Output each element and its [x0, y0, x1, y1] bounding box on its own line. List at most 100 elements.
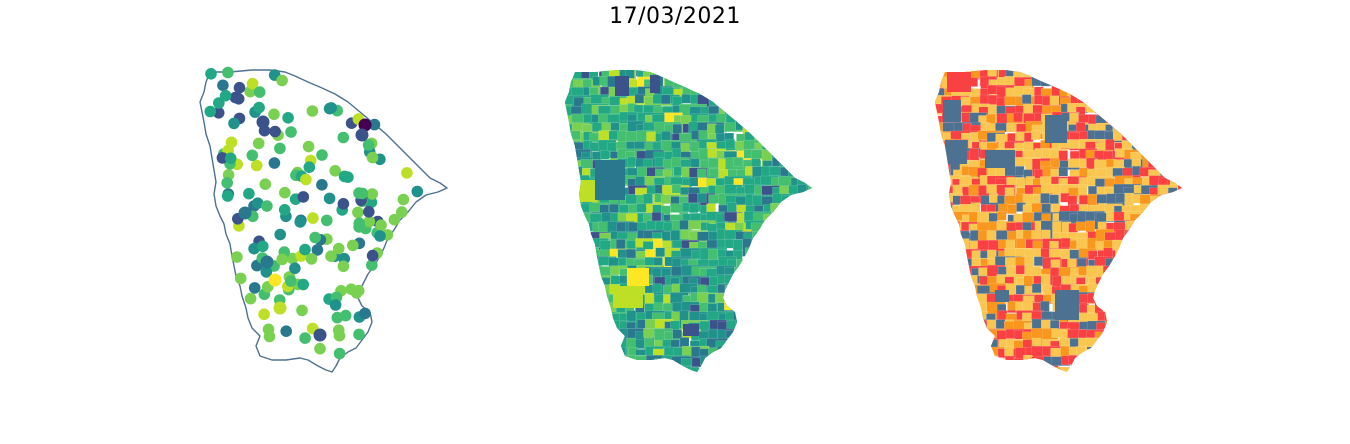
municipality-region: [1157, 237, 1168, 257]
municipality-region: [1151, 259, 1179, 269]
municipality-region: [1121, 286, 1132, 306]
municipality-region: [1159, 375, 1177, 393]
municipality-region: [935, 293, 951, 312]
municipality-region: [1139, 284, 1149, 304]
municipality-region: [565, 267, 566, 277]
municipality-region: [935, 385, 944, 394]
municipality-region: [713, 80, 727, 102]
municipality-region: [949, 321, 969, 340]
municipality-region: [1115, 103, 1144, 114]
municipality-region: [761, 239, 780, 258]
municipality-region: [1045, 115, 1067, 143]
municipality-region: [1098, 382, 1116, 391]
municipality-region: [980, 338, 990, 357]
municipality-region: [751, 346, 779, 356]
municipality-region: [1169, 139, 1182, 158]
municipality-region: [1168, 375, 1186, 384]
municipality-region: [818, 259, 825, 268]
municipality-region: [1132, 97, 1142, 116]
municipality-region: [664, 391, 682, 400]
municipality-region: [1104, 105, 1124, 115]
municipality-region: [583, 276, 602, 286]
municipality-region: [680, 70, 709, 87]
municipality-point: [297, 278, 309, 291]
municipality-region: [565, 366, 572, 372]
municipality-region: [565, 284, 572, 303]
municipality-region: [805, 86, 812, 96]
municipality-region: [968, 300, 978, 311]
municipality-region: [805, 347, 812, 358]
municipality-point: [303, 161, 316, 173]
municipality-region: [1022, 376, 1031, 394]
municipality-region: [1168, 346, 1178, 357]
municipality-region: [1185, 106, 1195, 124]
municipality-region: [950, 374, 968, 392]
municipality-region: [818, 158, 825, 167]
municipality-point: [333, 347, 346, 360]
municipality-point: [350, 287, 363, 299]
municipality-region: [935, 202, 954, 222]
municipality-region: [787, 377, 796, 395]
municipality-region: [600, 354, 619, 372]
municipality-region: [798, 292, 812, 302]
municipality-region: [1168, 318, 1182, 329]
municipality-region: [661, 131, 671, 141]
municipality-region: [925, 346, 934, 364]
municipality-region: [1070, 395, 1079, 400]
municipality-region: [943, 328, 971, 347]
municipality-region: [717, 346, 745, 365]
municipality-region: [818, 140, 826, 158]
municipality-region: [1112, 328, 1140, 338]
municipality-region: [681, 94, 691, 104]
municipality-region: [779, 310, 799, 320]
municipality-region: [565, 313, 573, 323]
municipality-region: [1174, 221, 1182, 231]
municipality-region: [753, 113, 782, 132]
municipality-region: [565, 282, 581, 293]
municipality-region: [1112, 277, 1132, 287]
municipality-region: [797, 70, 812, 89]
municipality-region: [941, 383, 959, 392]
municipality-region: [935, 337, 945, 347]
municipality-point: [279, 186, 291, 199]
municipality-point: [332, 324, 345, 337]
municipality-region: [1105, 349, 1115, 359]
municipality-point: [253, 86, 266, 98]
municipality-region: [771, 61, 780, 70]
municipality-region: [1096, 365, 1107, 372]
municipality-region: [599, 367, 609, 372]
municipality-region: [671, 183, 682, 194]
municipality-region: [735, 88, 764, 99]
municipality-point: [243, 187, 255, 200]
municipality-region: [816, 367, 825, 385]
municipality-region: [565, 178, 572, 188]
municipality-region: [935, 357, 945, 367]
municipality-region: [779, 95, 798, 114]
municipality-region: [1148, 337, 1158, 347]
municipality-region: [1132, 365, 1160, 372]
municipality-region: [643, 391, 661, 400]
municipality-region: [807, 203, 812, 213]
municipality-region: [1023, 367, 1052, 372]
municipality-region: [815, 95, 825, 104]
municipality-region: [1185, 320, 1195, 338]
municipality-region: [1122, 238, 1150, 258]
municipality-region: [779, 214, 808, 233]
municipality-point: [263, 330, 276, 343]
municipality-region: [1103, 292, 1113, 302]
municipality-region: [1168, 301, 1182, 312]
municipality-region: [1059, 377, 1068, 395]
municipality-region: [997, 210, 1007, 221]
municipality-region: [752, 319, 771, 329]
municipality-region: [760, 301, 788, 320]
municipality-region: [1186, 121, 1195, 130]
municipality-region: [1166, 103, 1182, 122]
municipality-region: [571, 349, 591, 359]
municipality-region: [995, 358, 1005, 368]
municipality-region: [770, 232, 780, 242]
municipality-region: [1149, 385, 1176, 394]
municipality-region: [1186, 385, 1195, 400]
municipality-region: [781, 203, 801, 213]
municipality-point: [353, 328, 365, 341]
municipality-region: [761, 121, 789, 131]
